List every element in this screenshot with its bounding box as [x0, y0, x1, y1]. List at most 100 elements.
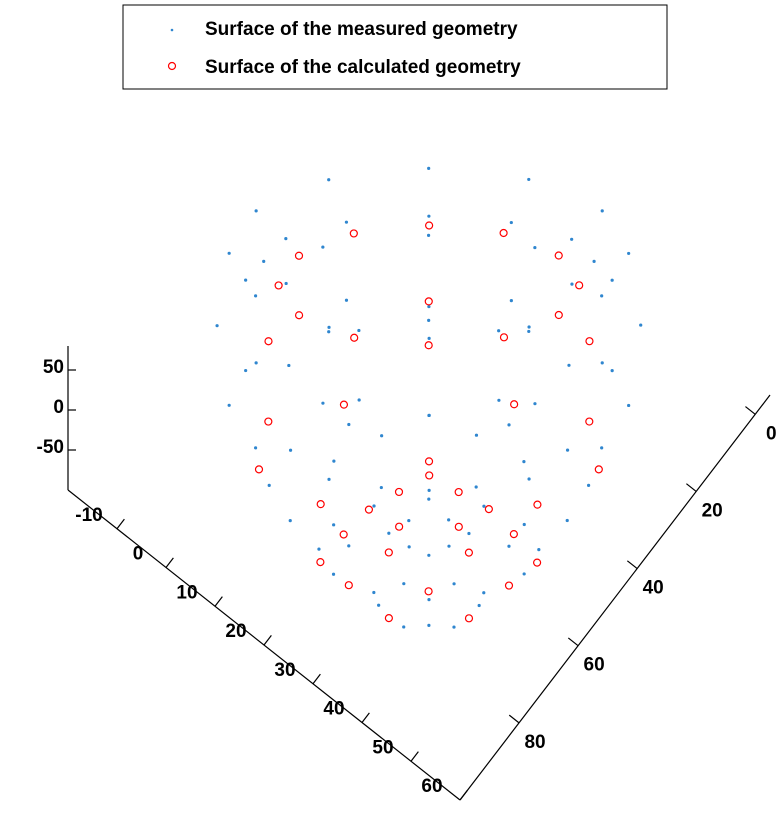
x-tick: [165, 557, 174, 568]
data-point: [533, 402, 537, 406]
x-tick: [312, 673, 321, 685]
data-point: [427, 623, 431, 627]
data-point: [452, 582, 456, 586]
data-point: [586, 483, 591, 487]
data-point: [402, 582, 406, 586]
x-tick: [214, 596, 223, 607]
y-tick: [686, 483, 697, 492]
y-tick-label: 80: [524, 732, 545, 753]
data-point: [227, 403, 231, 407]
data-point: [427, 497, 431, 501]
data-point: [347, 422, 351, 427]
data-point: [364, 505, 374, 514]
data-point: [427, 166, 431, 170]
x-tick-label: 60: [421, 776, 442, 797]
data-point: [533, 558, 542, 567]
data-point: [610, 369, 614, 373]
data-point: [554, 310, 563, 320]
data-point: [639, 323, 643, 327]
data-point: [244, 278, 248, 282]
data-point: [254, 465, 264, 474]
data-point: [484, 505, 493, 514]
y-tick-label: 40: [643, 578, 664, 599]
y-tick-label: 20: [702, 500, 723, 521]
data-point: [350, 333, 359, 342]
data-point: [477, 603, 481, 608]
z-tick-label: -50: [37, 437, 64, 458]
data-point: [254, 361, 258, 365]
x-tick-label: 30: [274, 660, 295, 681]
x-tick-label: 10: [176, 582, 197, 603]
y-axis-line: [459, 394, 771, 801]
data-point: [407, 518, 411, 523]
data-point: [394, 487, 404, 497]
data-point: [274, 281, 283, 290]
data-point: [499, 333, 509, 342]
data-point: [427, 553, 431, 557]
x-tick: [410, 751, 419, 762]
z-tick-label: 50: [43, 357, 64, 378]
data-point: [344, 581, 353, 590]
data-point: [454, 522, 463, 531]
x-tick-label: 40: [323, 699, 344, 720]
data-point: [253, 294, 258, 298]
data-point: [327, 325, 331, 329]
data-point: [527, 477, 531, 481]
data-point: [452, 625, 456, 629]
data-point: [284, 281, 288, 286]
data-point: [585, 417, 594, 426]
data-point: [522, 522, 526, 527]
x-tick: [459, 789, 468, 801]
data-point: [339, 400, 349, 409]
x-tick-label: -10: [75, 505, 102, 526]
data-point: [427, 598, 431, 602]
data-point: [554, 251, 563, 260]
data-point: [427, 413, 431, 418]
data-point: [331, 572, 336, 576]
data-point: [600, 446, 604, 450]
data-point: [287, 363, 291, 368]
x-tick: [263, 634, 272, 646]
data-point: [347, 544, 351, 548]
data-point: [402, 625, 406, 629]
data-point: [567, 363, 571, 367]
z-tick-label: 0: [53, 397, 64, 418]
data-point: [264, 337, 273, 346]
data-point: [464, 614, 474, 623]
data-point: [474, 485, 478, 489]
data-point: [294, 311, 304, 320]
data-point: [227, 251, 231, 255]
data-point: [424, 297, 433, 306]
data-point: [627, 403, 631, 408]
legend-label: Surface of the measured geometry: [205, 19, 518, 40]
data-point: [288, 519, 292, 523]
data-point: [504, 581, 514, 590]
x-tick-label: 0: [133, 544, 144, 565]
data-point: [527, 329, 531, 334]
data-point: [379, 485, 383, 490]
y-tick: [626, 560, 638, 570]
data-point: [357, 328, 361, 333]
plot-area: [215, 166, 643, 629]
data-point: [284, 237, 288, 241]
data-point: [610, 278, 614, 282]
data-point: [427, 214, 431, 218]
data-point: [585, 337, 594, 346]
y-tick-label: 0: [766, 423, 777, 444]
legend-box: [122, 4, 668, 90]
y-tick: [508, 714, 520, 724]
data-point: [407, 545, 411, 549]
data-point: [447, 518, 451, 522]
data-point: [253, 446, 258, 450]
data-point: [627, 251, 631, 256]
data-point: [594, 465, 603, 474]
y-tick: [567, 637, 579, 647]
x-tick: [361, 712, 370, 723]
data-point: [537, 548, 541, 552]
data-point: [327, 477, 331, 481]
data-point: [565, 448, 570, 452]
data-point: [395, 522, 404, 531]
data-point: [424, 457, 434, 466]
data-point: [332, 523, 336, 527]
data-point: [372, 504, 376, 508]
